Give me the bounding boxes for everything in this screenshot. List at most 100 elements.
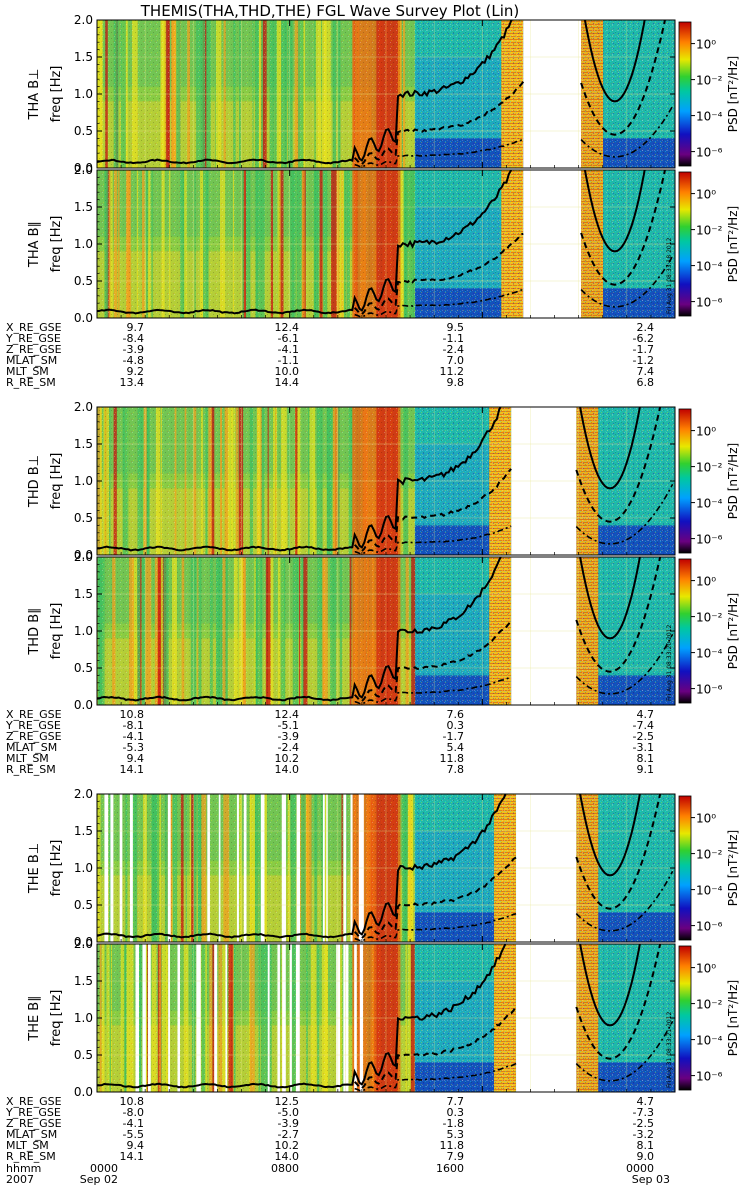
y-tick-label: 0.5 [74,511,93,525]
panel-label: THD B⊥ [27,455,42,508]
y-tick-label: 0.0 [74,935,93,949]
panel-label: THD B∥ [27,607,42,655]
ephemeris-value: 0.3 [447,1106,465,1119]
ephemeris-value: -1.2 [633,354,654,367]
spectrogram-panels: 0.0 0.5 1.0 1.5 2.0 THA B⊥ freq [Hz] 10⁰ 10⁻² 10⁻… [27,13,740,1099]
half-gyrofrequency-curve-post-gap [575,557,662,673]
ephemeris-value: 9.4 [127,1139,145,1152]
timestamp-stamp: Fri Aug 31 08:33:20 2012 [666,624,673,701]
ephemeris-value: 11.2 [440,365,465,378]
colorbar-tick-label: 10⁻⁶ [696,683,723,697]
y-tick-label: 1.5 [74,587,93,601]
he-gyrofrequency-curve [354,525,512,555]
colorbar-label: PSD [nT²/Hz] [726,593,740,669]
y-tick-label: 0.5 [74,274,93,288]
ephemeris-row-label: MLT_SM [6,752,49,765]
gyrofrequency-curve [97,944,507,1089]
y-tick-label: 1.0 [74,861,93,875]
colorbar [678,408,692,554]
colorbar [678,558,692,704]
ephemeris-value: 9.0 [637,1150,655,1163]
ephemeris-value: 7.9 [447,1150,465,1163]
time-tick-label: 1600 [436,1162,464,1175]
panel-plot-area [97,557,675,705]
ephemeris-value: -8.0 [123,1106,144,1119]
ephemeris-row-label: R_RE_SM [6,1150,56,1163]
y-tick-label: 0.0 [74,161,93,175]
half-gyrofrequency-curve [353,468,512,553]
ephemeris-tables: X_RE_GSE 9.7 12.4 9.5 2.4 Y_RE_GSE -8.4 -6.1 -1.… [5,321,654,1163]
date-label: Sep 03 [632,1173,670,1186]
ephemeris-value: 9.4 [127,752,145,765]
half-gyrofrequency-curve [353,81,525,166]
panel-plot-area [97,170,675,318]
ephemeris-value: 14.1 [120,763,145,776]
ephemeris-value: 8.1 [637,1139,655,1152]
ephemeris-row-label: X_RE_GSE [6,708,62,721]
panel-plot-area [97,407,675,555]
y-tick-label: 0.5 [74,124,93,138]
y-tick-label: 0.5 [74,661,93,675]
y-axis-label: freq [Hz] [49,990,64,1047]
y-tick-label: 1.0 [74,237,93,251]
half-gyrofrequency-curve-post-gap [575,407,662,523]
colorbar-tick-label: 10⁻⁶ [696,533,723,547]
colorbar-label: PSD [nT²/Hz] [726,830,740,906]
y-axis-label: freq [Hz] [49,840,64,897]
colorbar-tick-label: 10⁰ [696,188,716,202]
date-label: Sep 02 [80,1173,118,1186]
figure-title: THEMIS(THA,THD,THE) FGL Wave Survey Plot… [140,2,519,20]
y-tick-label: 1.5 [74,437,93,451]
ephemeris-value: -2.7 [278,1128,299,1141]
ephemeris-value: -3.9 [278,1117,299,1130]
ephemeris-value: -2.4 [278,741,299,754]
ephemeris-value: 9.5 [447,321,465,334]
y-axis-label: freq [Hz] [49,66,64,123]
y-tick-label: 0.5 [74,898,93,912]
colorbar-tick-label: 10⁰ [696,425,716,439]
ephemeris-value: -2.5 [633,1117,654,1130]
panel-label: THE B⊥ [27,843,42,894]
gyrofrequency-curve [97,20,514,165]
colorbar-tick-label: 10⁻⁶ [696,920,723,934]
ephemeris-row-label: Z_RE_GSE [6,1117,62,1130]
y-tick-label: 0.0 [74,1085,93,1099]
ephemeris-value: -4.1 [278,343,299,356]
he-gyrofrequency-curve [354,289,524,318]
gyrofrequency-curve-post-gap [579,407,641,490]
ephemeris-value: 13.4 [120,376,145,389]
gyrofrequency-curve-post-gap [579,557,641,640]
colorbar-tick-label: 10⁻⁴ [696,497,723,511]
ephemeris-value: 10.8 [120,708,145,721]
y-axis-label: freq [Hz] [49,453,64,510]
he-gyrofrequency-curve-post-gap [575,1020,674,1082]
ephemeris-value: 6.8 [637,376,655,389]
ephemeris-row-label: Z_RE_GSE [6,730,62,743]
y-tick-label: 1.5 [74,824,93,838]
ephemeris-value: 4.7 [637,708,655,721]
ephemeris-row-label: MLT_SM [6,1139,49,1152]
colorbar-tick-label: 10⁰ [696,812,716,826]
ephemeris-value: 12.5 [275,1095,300,1108]
half-gyrofrequency-curve [353,1006,517,1090]
colorbar-tick-label: 10⁻⁶ [696,1070,723,1084]
ephemeris-row-label: MLAT_SM [6,741,57,754]
ephemeris-row-label: X_RE_GSE [6,1095,62,1108]
ephemeris-row-label: Y_RE_GSE [5,1106,61,1119]
y-tick-label: 1.5 [74,974,93,988]
ephemeris-value: 2.4 [637,321,655,334]
ephemeris-value: -1.7 [633,343,654,356]
y-tick-label: 0.0 [74,698,93,712]
ephemeris-row-label: X_RE_GSE [6,321,62,334]
colorbar-label: PSD [nT²/Hz] [726,206,740,282]
colorbar-tick-label: 10⁰ [696,38,716,52]
ephemeris-value: -4.1 [123,1117,144,1130]
ephemeris-value: -3.9 [278,730,299,743]
colorbar-tick-label: 10⁻⁴ [696,884,723,898]
ephemeris-row-label: MLAT_SM [6,1128,57,1141]
colorbar [678,945,692,1091]
ephemeris-row-label: Z_RE_GSE [6,343,62,356]
ephemeris-value: 8.1 [637,752,655,765]
